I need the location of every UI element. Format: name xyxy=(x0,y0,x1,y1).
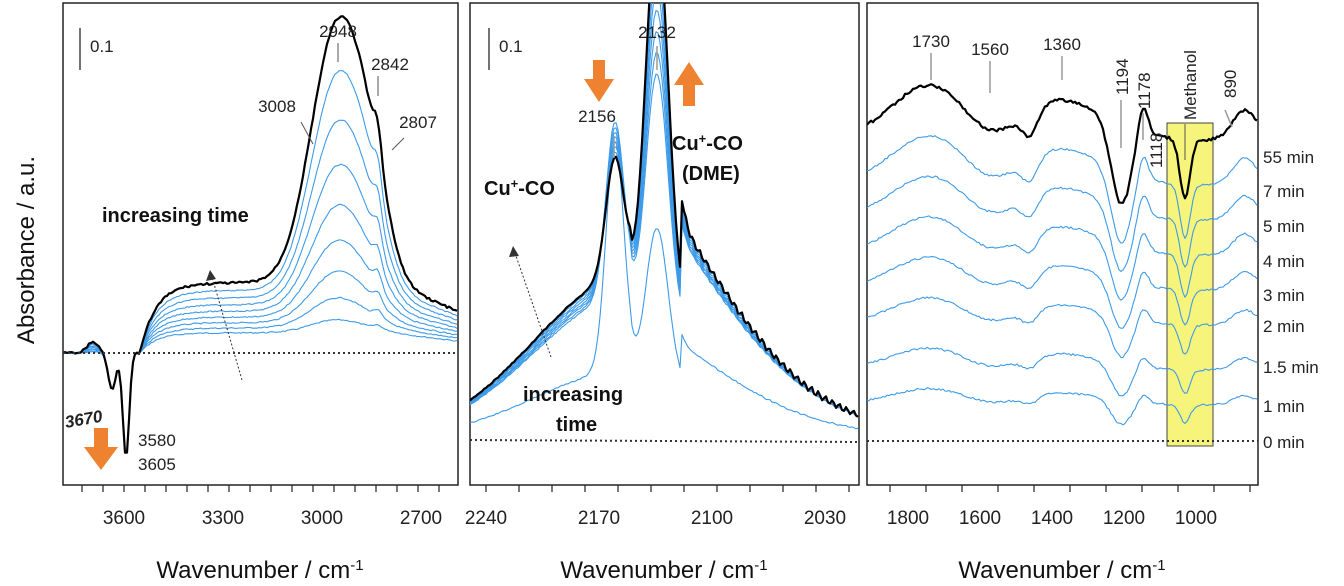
time-label-2: 2 min xyxy=(1263,317,1305,336)
trace-middle-2 xyxy=(470,52,859,418)
peak-leader-3008 xyxy=(300,121,314,145)
peak-label-1730: 1730 xyxy=(912,32,950,51)
increasing-time-label-left: increasing time xyxy=(102,205,249,227)
x-axis-title-right: Wavenumber / cm-1 xyxy=(958,557,1165,585)
panel-left-traces xyxy=(63,15,458,454)
tick-label-middle-0: 2240 xyxy=(465,508,507,529)
peak-label-1118: 1118 xyxy=(1147,133,1166,168)
peak-label-2807: 2807 xyxy=(399,113,437,132)
tick-label-middle-2: 2100 xyxy=(691,508,733,529)
trace-right-4 xyxy=(867,256,1258,329)
time-label-0: 0 min xyxy=(1263,433,1305,452)
peak-label-1178: 1178 xyxy=(1135,72,1154,109)
time-label-4: 4 min xyxy=(1263,252,1305,271)
trace-right-7 xyxy=(867,387,1258,426)
trace-middle-baseline xyxy=(470,439,859,443)
peak-label-3580: 3580 xyxy=(138,431,176,450)
panel-left-frame xyxy=(62,2,459,486)
trace-middle-final xyxy=(470,3,859,418)
x-axis-title-middle: Wavenumber / cm-1 xyxy=(560,557,767,585)
panel-middle-traces xyxy=(470,3,859,443)
trace-middle-1 xyxy=(470,73,859,417)
tick-marks xyxy=(81,485,1251,492)
peak-label-2132: 2132 xyxy=(638,23,676,42)
panel-right-traces xyxy=(867,83,1258,442)
time-label-1-5: 1.5 min xyxy=(1263,358,1319,377)
peak-leader-2807 xyxy=(391,137,405,151)
peak-label-2842: 2842 xyxy=(371,55,409,74)
scale-bar-left-label: 0.1 xyxy=(90,37,114,56)
trace-middle-0 xyxy=(470,141,859,430)
time-label-55: 55 min xyxy=(1263,148,1314,167)
x-axis-title-left: Wavenumber / cm-1 xyxy=(156,557,363,585)
time-label-5: 5 min xyxy=(1263,217,1305,236)
tick-label-left-0: 3600 xyxy=(103,508,145,529)
tick-label-right-2: 1400 xyxy=(1031,508,1073,529)
peak-leader-890 xyxy=(1224,109,1233,128)
tick-label-right-4: 1000 xyxy=(1175,508,1217,529)
peak-label-890: 890 xyxy=(1221,70,1240,98)
trace-left-1 xyxy=(63,296,458,452)
increasing-time-arrowhead-middle xyxy=(509,246,519,257)
label-dme: (DME) xyxy=(682,163,740,185)
methanol-label: Methanol xyxy=(1181,50,1200,120)
orange-arrow-up-middle xyxy=(674,62,704,106)
peak-label-1560: 1560 xyxy=(971,40,1009,59)
trace-left-final xyxy=(63,15,458,454)
time-label-1: 1 min xyxy=(1263,397,1305,416)
tick-label-middle-1: 2170 xyxy=(578,508,620,529)
peak-label-1360: 1360 xyxy=(1043,35,1081,54)
peak-label-3605: 3605 xyxy=(138,455,176,474)
time-label-middle: time xyxy=(556,414,597,436)
tick-label-right-3: 1200 xyxy=(1103,508,1145,529)
increasing-time-arrowhead-left xyxy=(206,270,216,281)
label-cu-co: Cu+-CO xyxy=(484,176,555,201)
scale-bar-middle-label: 0.1 xyxy=(499,37,523,56)
tick-label-right-0: 1800 xyxy=(887,508,929,529)
tick-label-middle-3: 2030 xyxy=(804,508,846,529)
orange-arrow-down-left xyxy=(84,428,118,470)
increasing-label-middle: increasing xyxy=(523,384,623,406)
tick-label-left-2: 3000 xyxy=(301,508,343,529)
peak-label-2948: 2948 xyxy=(319,22,357,41)
trace-right-6 xyxy=(867,346,1258,397)
increasing-time-arrow-left xyxy=(211,276,243,381)
orange-arrow-down-middle xyxy=(584,60,614,102)
trace-right-2 xyxy=(867,175,1258,272)
y-axis-title: Absorbance / a.u. xyxy=(13,156,40,344)
trace-right-1 xyxy=(867,135,1258,244)
trace-left-0 xyxy=(63,318,458,453)
tick-label-right-1: 1600 xyxy=(959,508,1001,529)
time-label-3: 3 min xyxy=(1263,286,1305,305)
peak-label-2156: 2156 xyxy=(578,107,616,126)
peak-label-3008: 3008 xyxy=(258,97,296,116)
trace-right-5 xyxy=(867,296,1258,359)
trace-right-3 xyxy=(867,215,1258,301)
tick-label-left-3: 2700 xyxy=(400,508,442,529)
label-cu-co-dme: Cu+-CO xyxy=(672,131,743,156)
peak-label-1194: 1194 xyxy=(1113,58,1132,95)
time-label-7: 7 min xyxy=(1263,182,1305,201)
trace-left-2 xyxy=(63,270,458,453)
trace-right-final xyxy=(867,83,1258,204)
tick-label-left-1: 3300 xyxy=(202,508,244,529)
